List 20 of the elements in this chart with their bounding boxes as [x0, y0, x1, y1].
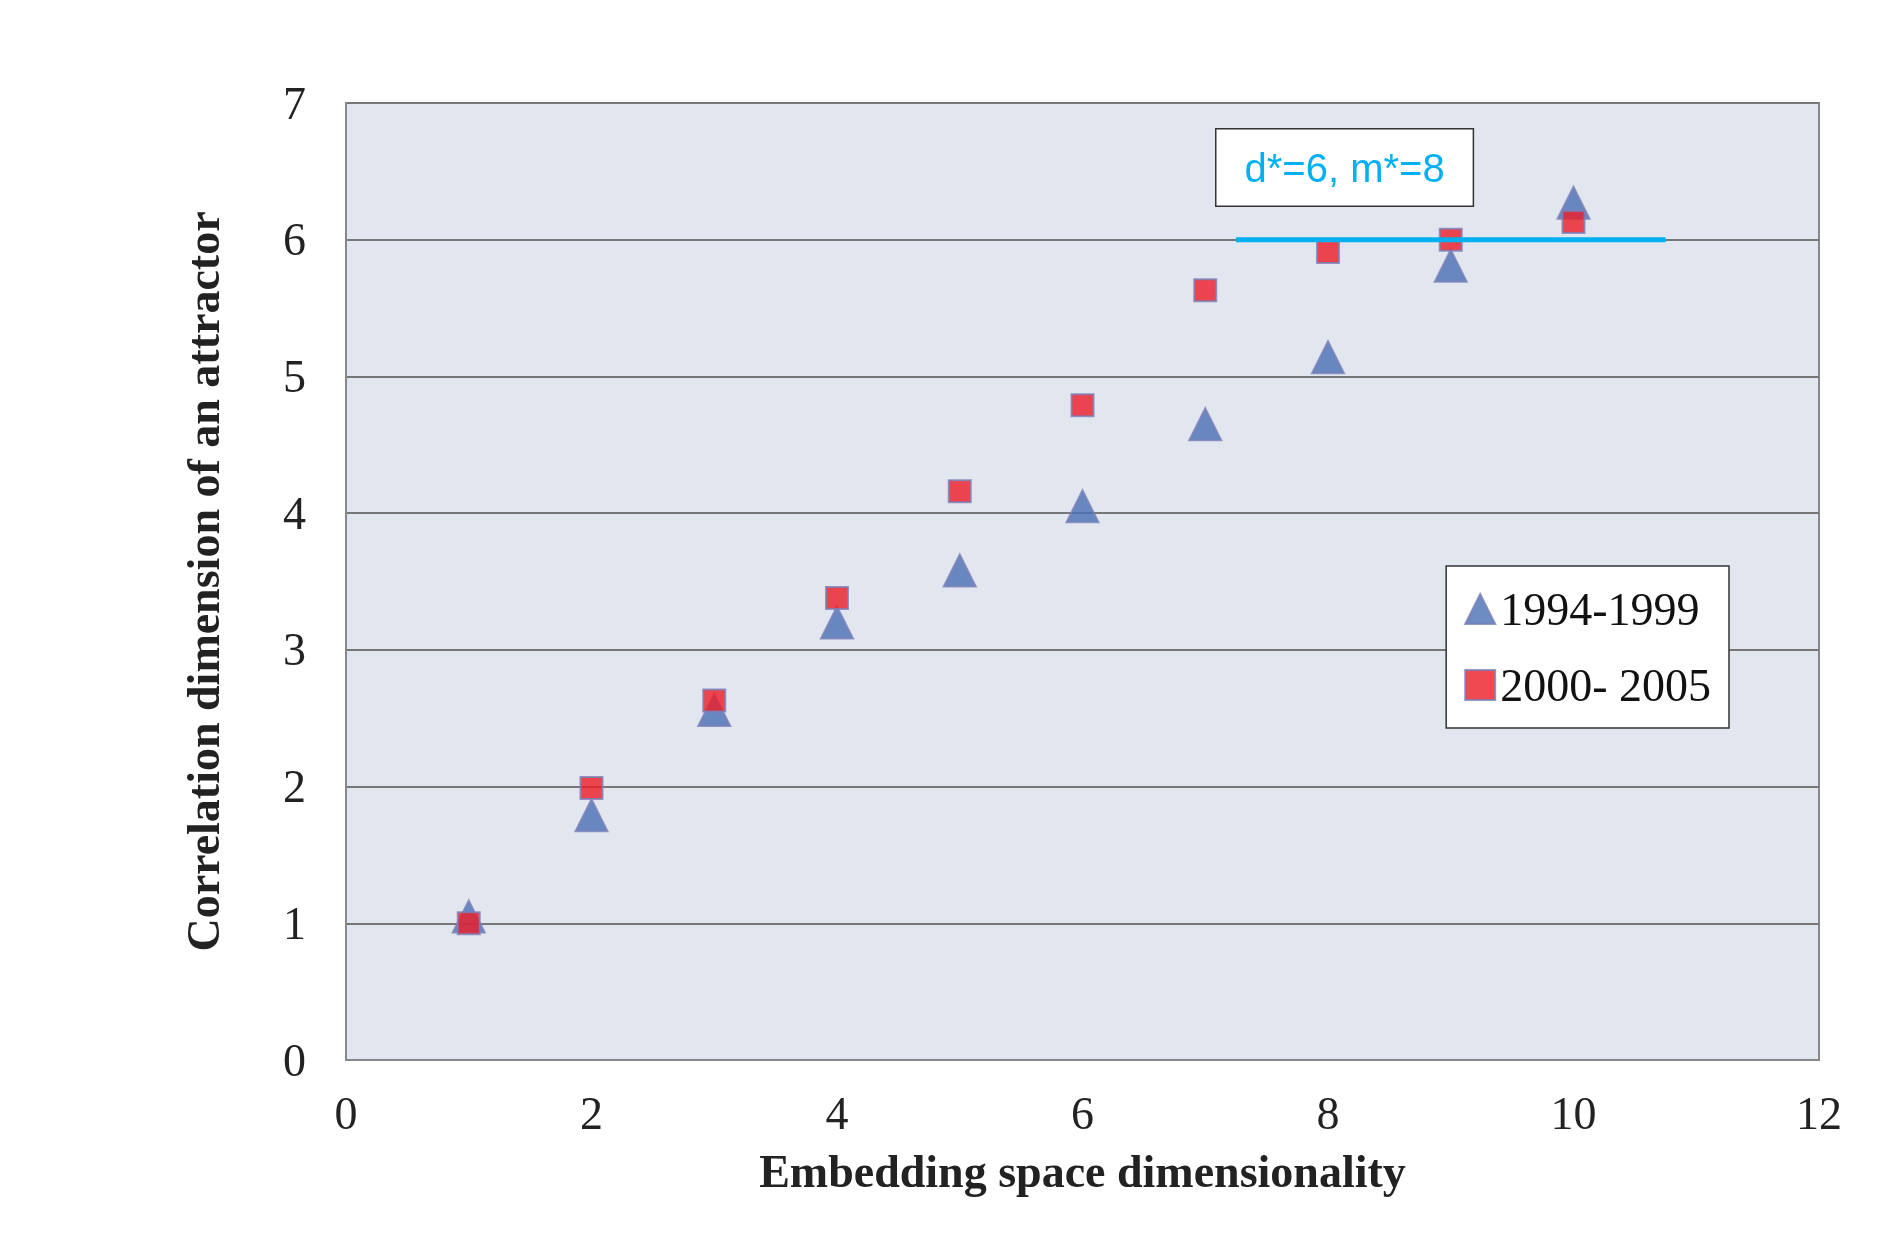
y-tick-label: 5 [283, 350, 306, 402]
y-tick-label: 4 [283, 487, 306, 539]
x-tick-label: 0 [334, 1087, 358, 1139]
y-tick-label: 0 [283, 1034, 306, 1086]
x-tick-label: 2 [580, 1087, 603, 1139]
y-tick-label: 6 [283, 214, 306, 266]
y-tick-label: 2 [283, 761, 306, 813]
y-tick-label: 7 [283, 77, 306, 129]
y-tick-label: 1 [283, 897, 306, 949]
x-tick-label: 4 [825, 1087, 849, 1139]
y-tick-label: 3 [283, 624, 306, 676]
y-axis-title: Correlation dimension of an attractor [177, 211, 229, 952]
legend-label: 1994-1999 [1500, 583, 1700, 635]
annotation: d*=6, m*=8 [1244, 145, 1445, 190]
x-tick-label: 6 [1071, 1087, 1094, 1139]
x-tick-label: 8 [1316, 1087, 1340, 1139]
x-tick-label: 12 [1796, 1087, 1842, 1139]
x-axis-title: Embedding space dimensionality [759, 1145, 1406, 1197]
x-tick-label: 10 [1550, 1087, 1597, 1139]
legend-label: 2000- 2005 [1500, 659, 1712, 711]
